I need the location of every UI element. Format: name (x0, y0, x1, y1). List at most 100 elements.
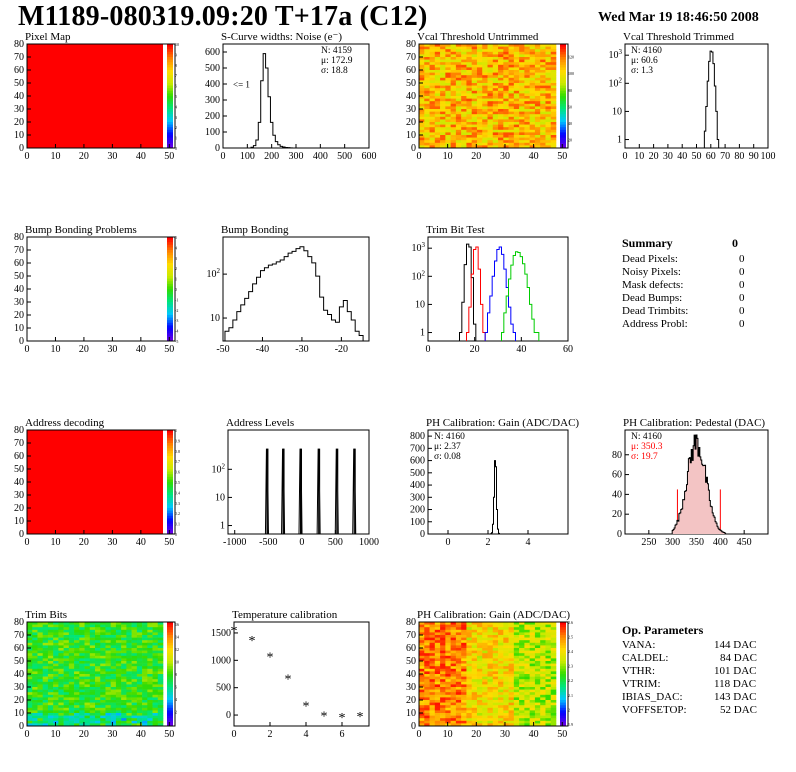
vcal-untrimmed-cell (471, 83, 478, 86)
vcal-untrimmed-cell (503, 137, 509, 141)
address-decoding-ytick-label: 60 (14, 451, 24, 462)
ph-gain-map-cell (508, 668, 515, 672)
vcal-untrimmed-cell (440, 127, 446, 131)
trim-bits-cell (95, 655, 101, 659)
trim-bits-cell (147, 629, 153, 633)
ph-gain-map-cell (508, 674, 515, 677)
vcal-untrimmed-cell (524, 106, 530, 110)
trim-bits-cell (47, 707, 54, 711)
vcal-untrimmed-cell (545, 137, 552, 141)
vcal-untrimmed-cell (471, 72, 478, 76)
vcal-untrimmed-cell (476, 67, 483, 71)
trim-bits-cell (27, 702, 33, 706)
summary-value-noisy-pixels: 0 (739, 266, 745, 278)
vcal-untrimmed-cell (445, 111, 451, 115)
ph-gain-map-cell (455, 629, 462, 633)
trim-bits-cell (131, 663, 138, 667)
ph-gain-map-cell (519, 632, 525, 636)
trim-bits-cell (53, 697, 59, 701)
vcal-untrimmed-cell (424, 96, 430, 99)
bump-problems-colorbar-cell (167, 338, 173, 342)
bump-problems-colorbar-cell (167, 333, 173, 337)
trim-bits-cell (58, 684, 64, 688)
ph-gain-map-colorbar-cell (560, 661, 566, 665)
vcal-untrimmed-cell (450, 111, 457, 115)
vcal-untrimmed-cell (540, 129, 546, 133)
bump-bonding-xtick-label: -30 (295, 344, 308, 355)
trim-bits-cell (121, 666, 127, 670)
trim-bits-cell (42, 637, 49, 641)
vcal-untrimmed-cell (429, 135, 436, 138)
vcal-untrimmed-cell (461, 132, 467, 136)
vcal-untrimmed-cell (445, 103, 451, 107)
ph-gain-map-cell (455, 674, 462, 677)
ph-gain-map-cell (466, 718, 472, 722)
trim-bits-cell (47, 668, 54, 672)
ph-gain-map-cell (508, 723, 515, 727)
vcal-untrimmed-cell (508, 106, 515, 110)
vcal-untrimmed-cell (434, 142, 441, 146)
vcal-untrimmed-cell (440, 49, 446, 53)
ph-gain-map-cell (492, 676, 499, 680)
ph-gain-map-cell (519, 635, 525, 638)
trim-bits-cell (84, 645, 91, 649)
ph-gain-map-cell (482, 713, 488, 716)
ph-gain-map-cell (534, 681, 541, 685)
ph-gain-map-cell (545, 668, 552, 672)
ph-gain-map-cell (513, 668, 520, 672)
trim-bits-cell (152, 671, 159, 675)
vcal-untrimmed-cell (492, 62, 499, 66)
vcal-untrimmed-cell (424, 114, 430, 118)
ph-gain-map-cell (450, 684, 457, 688)
ph-gain-map-cell (440, 692, 446, 696)
vcal-untrimmed-cell (461, 57, 467, 60)
ph-gain-map-cell (492, 689, 499, 693)
ph-gain-map-cell (476, 679, 483, 683)
vcal-untrimmed-cell (498, 137, 504, 141)
pixel-map-colorbar-cell (167, 98, 173, 102)
ph-gain-map-cell (445, 635, 451, 638)
vcal-untrimmed-cell (461, 122, 467, 125)
ph-gain-map-colorbar-label: 2 (568, 707, 570, 712)
trim-bits-cell (47, 723, 54, 727)
trim-bits-cell (58, 689, 64, 693)
trim-bits-cell (68, 720, 75, 724)
vcal-untrimmed-cell (529, 72, 536, 76)
trim-bits-cell (68, 650, 75, 654)
trim-bits-cell (63, 624, 70, 628)
ph-gain-map-cell (545, 720, 552, 724)
vcal-untrimmed-cell (529, 132, 536, 136)
pixel-map-xtick-label: 10 (50, 151, 60, 162)
ph-gain-map-cell (519, 637, 525, 641)
ph-gain-map-cell (519, 642, 525, 646)
vcal-untrimmed-cell (513, 135, 520, 138)
vcal-untrimmed-cell (466, 127, 472, 131)
trim-bits-cell (47, 720, 54, 724)
trim-bits-cell (53, 655, 59, 659)
vcal-untrimmed-cell (455, 90, 462, 94)
trim-bits-cell (157, 710, 164, 714)
ph-gain-map-cell (476, 650, 483, 654)
ph-gain-map-cell (540, 668, 546, 672)
trim-bits-cell (136, 705, 143, 709)
ph-gain-map-cell (540, 723, 546, 727)
vcal-untrimmed-cell (440, 80, 446, 84)
vcal-untrimmed-cell (519, 119, 525, 123)
trim-bits-colorbar-cell (167, 648, 173, 652)
trim-bits-cell (47, 622, 54, 625)
vcal-untrimmed-cell (550, 137, 557, 141)
vcal-untrimmed-cell (508, 88, 515, 92)
ph-gain-map-cell (482, 666, 488, 670)
vcal-untrimmed-cell (540, 140, 546, 144)
ph-gain-map-cell (429, 648, 436, 651)
vcal-untrimmed-cell (513, 88, 520, 92)
ph-gain-map-cell (487, 697, 494, 701)
trim-bits-cell (84, 692, 91, 696)
vcal-untrimmed-colorbar-cell (560, 51, 566, 55)
vcal-untrimmed-cell (466, 119, 472, 123)
ph-gain-map-cell (466, 629, 472, 633)
ph-gain-map-cell (513, 687, 520, 690)
trim-bits-colorbar-cell (167, 713, 173, 717)
trim-bits-cell (105, 624, 111, 628)
